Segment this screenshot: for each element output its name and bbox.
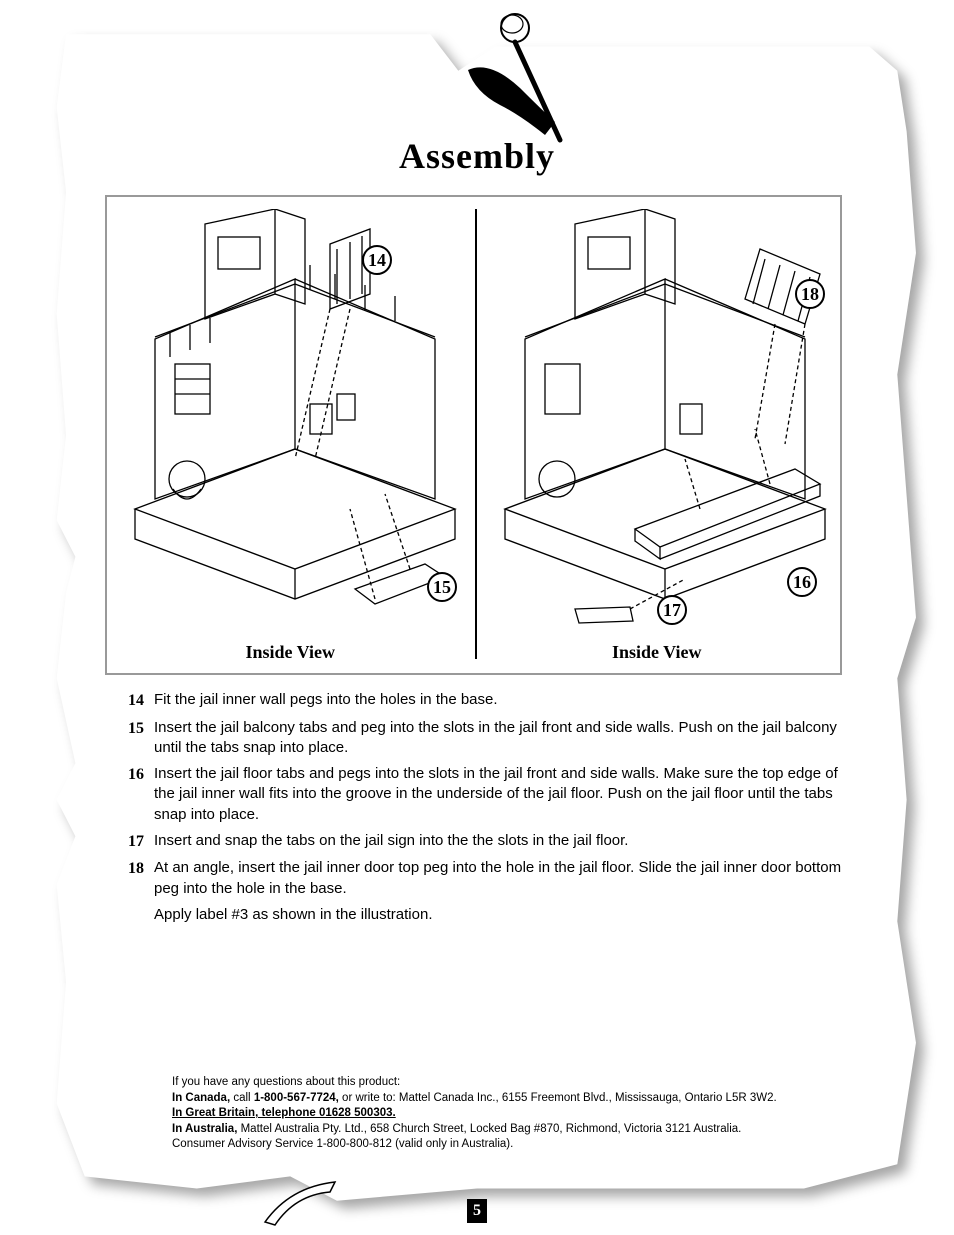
- step-num-16: 16: [128, 764, 150, 825]
- step-num-14: 14: [128, 690, 150, 712]
- step-14: 14Fit the jail inner wall pegs into the …: [128, 690, 848, 712]
- contact-aus-service: Consumer Advisory Service 1-800-800-812 …: [172, 1137, 832, 1153]
- contact-info: If you have any questions about this pro…: [172, 1075, 832, 1153]
- step-17: 17Insert and snap the tabs on the jail s…: [128, 831, 848, 853]
- page-curl: [260, 1177, 340, 1227]
- assembly-steps: 14Fit the jail inner wall pegs into the …: [128, 690, 848, 925]
- step-text-15: Insert the jail balcony tabs and peg int…: [154, 718, 848, 759]
- page-title: Assembly: [0, 135, 954, 177]
- step-18: 18At an angle, insert the jail inner doo…: [128, 858, 848, 899]
- canada-body2: or write to: Mattel Canada Inc., 6155 Fr…: [339, 1092, 777, 1104]
- step-text-16: Insert the jail floor tabs and pegs into…: [154, 764, 848, 825]
- callout-16: 16: [787, 567, 817, 597]
- contact-gb: In Great Britain, telephone 01628 500303…: [172, 1106, 832, 1122]
- step-num-17: 17: [128, 831, 150, 853]
- step-16: 16Insert the jail floor tabs and pegs in…: [128, 764, 848, 825]
- contact-intro: If you have any questions about this pro…: [172, 1075, 832, 1091]
- canada-body1: call: [230, 1092, 254, 1104]
- aus-body: Mattel Australia Pty. Ltd., 658 Church S…: [237, 1123, 741, 1135]
- contact-canada: In Canada, call 1-800-567-7724, or write…: [172, 1091, 832, 1107]
- aus-prefix: In Australia,: [172, 1123, 237, 1135]
- illustration-right: [485, 209, 835, 629]
- caption-inside-view-left: Inside View: [107, 642, 474, 663]
- step-15: 15Insert the jail balcony tabs and peg i…: [128, 718, 848, 759]
- step-num-18: 18: [128, 858, 150, 899]
- step-text-14: Fit the jail inner wall pegs into the ho…: [154, 690, 848, 712]
- step-text-17: Insert and snap the tabs on the jail sig…: [154, 831, 848, 853]
- step-text-18: At an angle, insert the jail inner door …: [154, 858, 848, 899]
- canada-phone: 1-800-567-7724,: [254, 1092, 339, 1104]
- step-sub-label: Apply label #3 as shown in the illustrat…: [154, 905, 848, 925]
- callout-17: 17: [657, 595, 687, 625]
- step-num-15: 15: [128, 718, 150, 759]
- page-number: 5: [467, 1199, 487, 1223]
- figure-divider: [475, 209, 477, 659]
- illustration-left: [115, 209, 465, 629]
- callout-15: 15: [427, 572, 457, 602]
- callout-18: 18: [795, 279, 825, 309]
- canada-prefix: In Canada,: [172, 1092, 230, 1104]
- contact-australia: In Australia, Mattel Australia Pty. Ltd.…: [172, 1122, 832, 1138]
- callout-14: 14: [362, 245, 392, 275]
- caption-inside-view-right: Inside View: [474, 642, 841, 663]
- figure-frame: 14 15 18 16 17 Inside View Inside View: [105, 195, 842, 675]
